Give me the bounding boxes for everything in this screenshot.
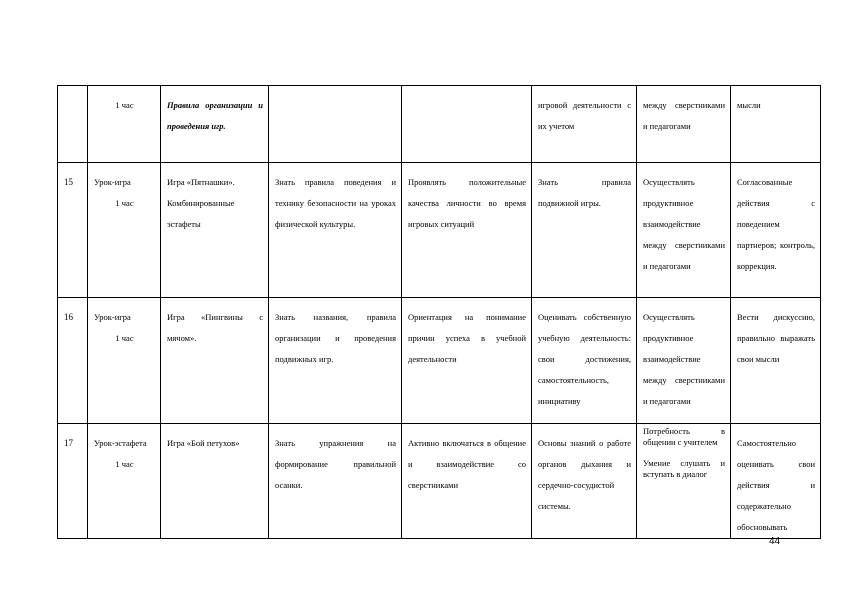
lesson-plan-table: 1 час Правила организации и проведения и…	[57, 85, 821, 539]
cell-personal: Проявлять положительные качества личност…	[401, 162, 532, 298]
cell-content: Правила организации и проведения игр.	[160, 85, 269, 163]
cell-personal	[401, 85, 532, 163]
cell-regulatory: Знать правила подвижной игры.	[531, 162, 637, 298]
cell-number	[57, 85, 88, 163]
cell-communicative: Потребность в общении с учителем Умение с…	[636, 423, 731, 539]
lesson-type: Урок-игра	[94, 177, 131, 187]
cell-extra: Согласованные действия с поведением парт…	[730, 162, 821, 298]
cell-regulatory: Оценивать собственную учебную деятельнос…	[531, 297, 637, 424]
table-row: 17 Урок-эстафета 1 час Игра «Бой петухов»…	[57, 423, 821, 539]
communicative-line: Умение слушать и вступать в диалог	[643, 458, 725, 479]
cell-subject: Знать названия, правила организации и пр…	[268, 297, 402, 424]
cell-personal: Ориентация на понимание причин успеха в …	[401, 297, 532, 424]
content-line: Комбинированные эстафеты	[167, 198, 235, 229]
lesson-hours: 1 час	[115, 198, 134, 208]
content-line: Правила организации и проведения игр.	[167, 100, 263, 131]
cell-communicative: Осуществлять продуктивное взаимодействие…	[636, 297, 731, 424]
lesson-hours: 1 час	[115, 100, 134, 110]
cell-content: Игра «Пингвины с мячом».	[160, 297, 269, 424]
cell-number: 17	[57, 423, 88, 539]
cell-regulatory: игровой деятельности с их учетом	[531, 85, 637, 163]
content-line: Игра «Бой петухов»	[167, 438, 240, 448]
lesson-hours: 1 час	[115, 459, 134, 469]
cell-regulatory: Основы знаний о работе органов дыхания и…	[531, 423, 637, 539]
cell-subject: Знать правила поведения и технику безопа…	[268, 162, 402, 298]
communicative-line: Осуществлять продуктивное взаимодействие…	[643, 312, 725, 406]
content-line: Игра «Пингвины с мячом».	[167, 312, 263, 343]
lesson-type: Урок-игра	[94, 312, 131, 322]
cell-number: 16	[57, 297, 88, 424]
lesson-type: Урок-эстафета	[94, 438, 147, 448]
table-row: 1 час Правила организации и проведения и…	[57, 85, 821, 163]
cell-extra: мысли	[730, 85, 821, 163]
cell-subject	[268, 85, 402, 163]
cell-type: Урок-игра 1 час	[87, 162, 161, 298]
cell-subject: Знать упражнения на формирование правиль…	[268, 423, 402, 539]
cell-communicative: между сверстниками и педагогами	[636, 85, 731, 163]
cell-extra: Самостоятельно оценивать свои действия и…	[730, 423, 821, 539]
cell-content: Игра «Бой петухов»	[160, 423, 269, 539]
table-row: 15 Урок-игра 1 час Игра «Пятнашки». Комбин…	[57, 162, 821, 298]
cell-number: 15	[57, 162, 88, 298]
cell-extra: Вести дискуссию, правильно выражать свои…	[730, 297, 821, 424]
cell-type: Урок-эстафета 1 час	[87, 423, 161, 539]
communicative-line: Потребность в общении с учителем	[643, 426, 725, 447]
table-row: 16 Урок-игра 1 час Игра «Пингвины с мячом…	[57, 297, 821, 424]
cell-content: Игра «Пятнашки». Комбинированные эстафеты	[160, 162, 269, 298]
cell-type: 1 час	[87, 85, 161, 163]
lesson-hours: 1 час	[115, 333, 134, 343]
content-line: Игра «Пятнашки».	[167, 177, 235, 187]
communicative-line: Осуществлять продуктивное взаимодействие…	[643, 177, 725, 271]
cell-communicative: Осуществлять продуктивное взаимодействие…	[636, 162, 731, 298]
cell-type: Урок-игра 1 час	[87, 297, 161, 424]
page-number: 44	[769, 536, 781, 547]
cell-personal: Активно включаться в общение и взаимодей…	[401, 423, 532, 539]
communicative-line: между сверстниками и педагогами	[643, 100, 725, 131]
